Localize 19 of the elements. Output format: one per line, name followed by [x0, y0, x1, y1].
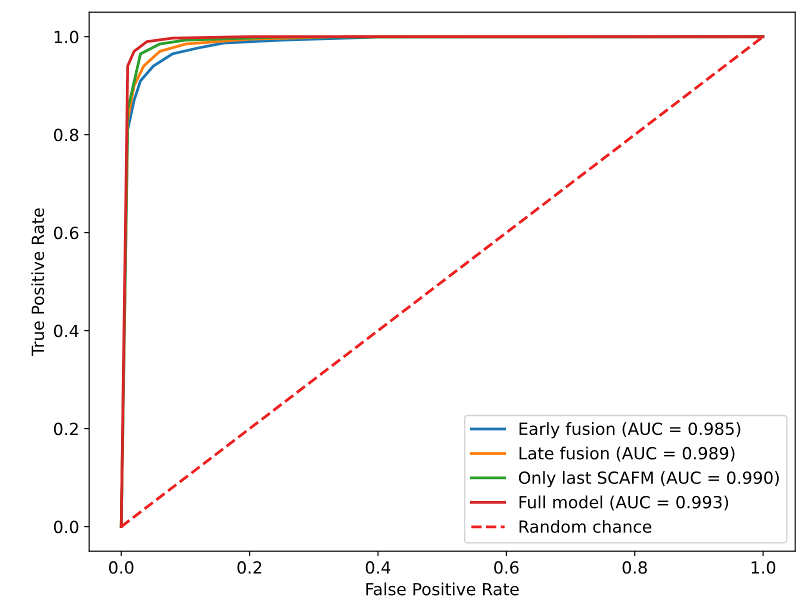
- y-tick-label: 0.2: [54, 422, 78, 436]
- x-tick-label: 1.0: [752, 561, 776, 574]
- y-tick-label: 0.6: [54, 226, 78, 240]
- y-tick-label: 0.0: [54, 520, 78, 534]
- x-tick-label: 0.6: [494, 561, 519, 574]
- x-axis-title: False Positive Rate: [366, 582, 519, 596]
- y-tick-label: 0.8: [54, 128, 78, 142]
- legend-label: Only last SCAFM (AUC = 0.990): [518, 471, 779, 488]
- legend-label: Random chance: [520, 520, 652, 533]
- y-tick-label: 1.0: [54, 30, 78, 44]
- x-tick-label: 0.2: [237, 561, 262, 574]
- legend-label: Full model (AUC = 0.993): [520, 496, 728, 510]
- legend-label: Early fusion (AUC = 0.985): [520, 422, 740, 438]
- x-tick-label: 0.0: [109, 561, 134, 574]
- y-tick-label: 0.4: [54, 324, 78, 338]
- y-axis-title: True Positive Rate: [31, 208, 44, 356]
- legend-label: Late fusion (AUC = 0.989): [520, 446, 734, 462]
- x-tick-label: 0.8: [622, 561, 647, 574]
- x-tick-label: 0.4: [366, 561, 390, 574]
